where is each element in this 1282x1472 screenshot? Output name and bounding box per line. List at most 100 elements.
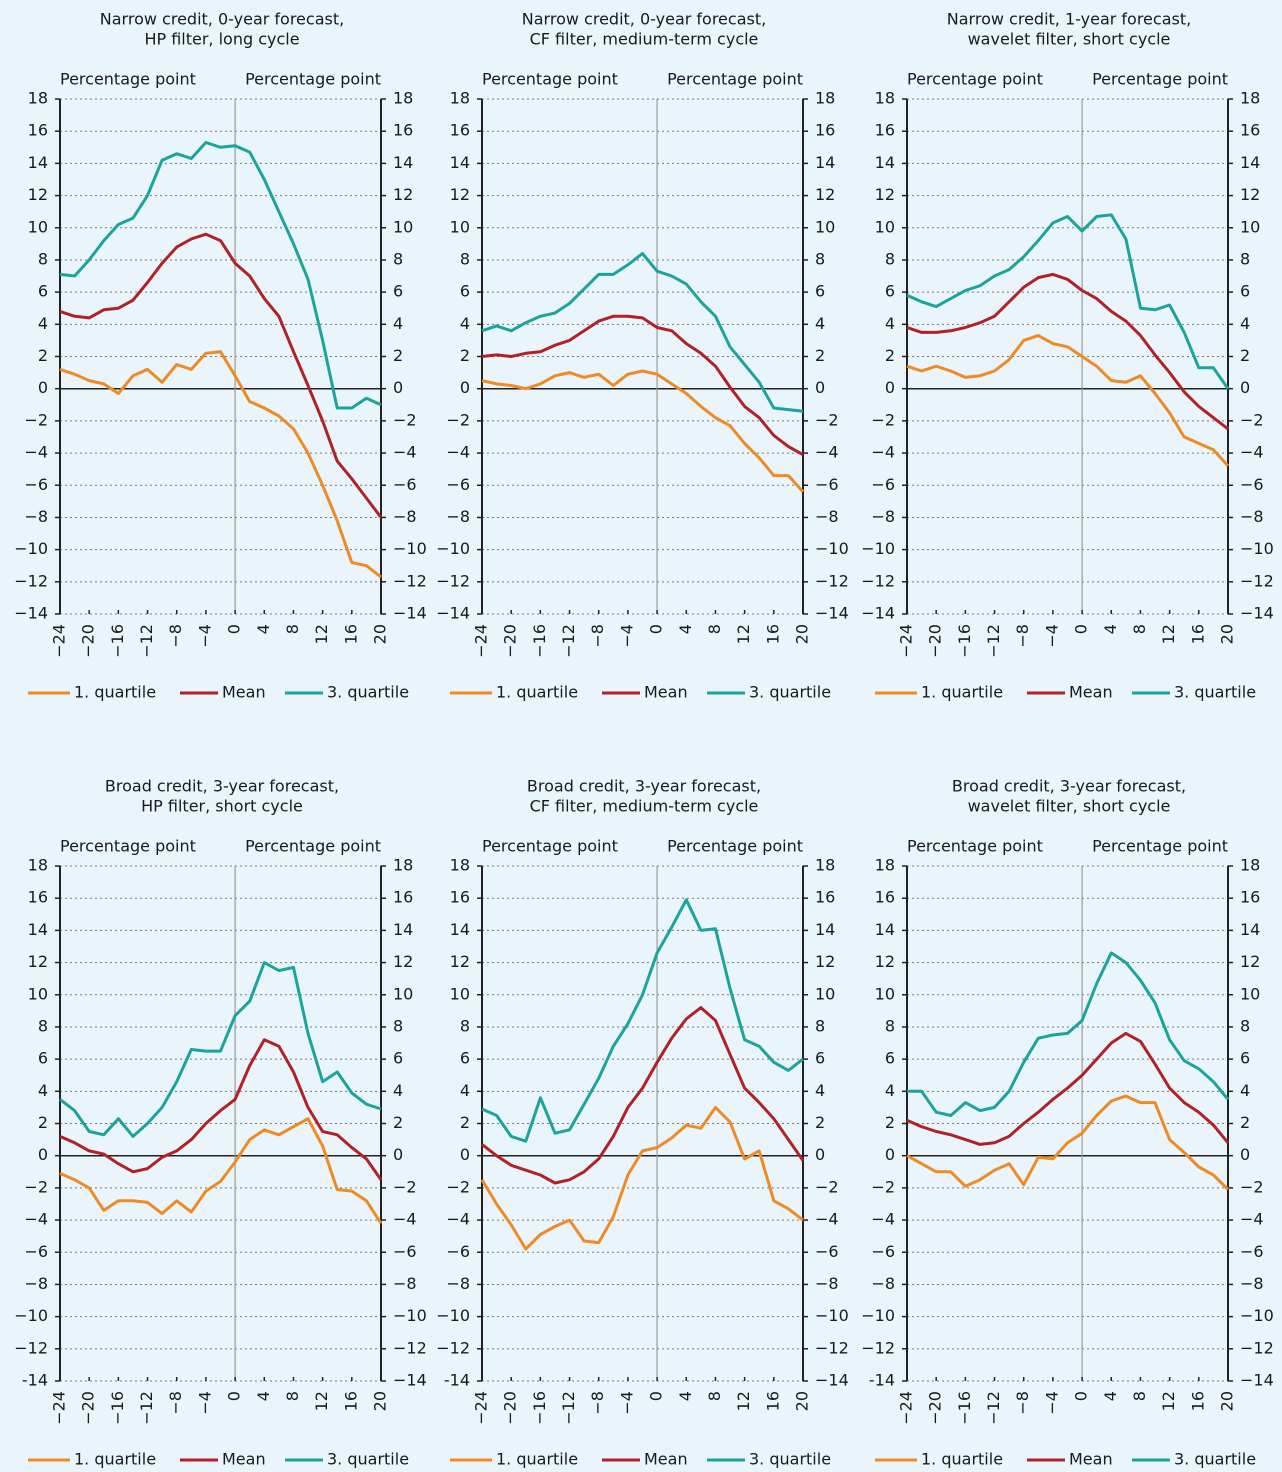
- series-line: [906, 1094, 1230, 1191]
- y-tick-label: −14: [861, 604, 895, 623]
- x-tick-label: −20: [79, 624, 98, 658]
- x-tick-label: −24: [897, 624, 916, 658]
- y-axis-label: Percentage point: [60, 70, 196, 89]
- x-tick-label: 12: [1159, 1391, 1178, 1411]
- x-tick-label: −12: [137, 1391, 156, 1425]
- y2-tick-label: −2: [815, 1177, 839, 1196]
- y2-tick-label: −12: [393, 571, 427, 590]
- y2-tick-label: 10: [393, 984, 413, 1003]
- series-line: [481, 369, 805, 493]
- y2-tick-label: 14: [815, 920, 835, 939]
- y-tick-label: 4: [460, 314, 470, 333]
- x-tick-label: 0: [225, 624, 244, 634]
- x-tick-label: 20: [1218, 624, 1237, 644]
- y2-tick-label: 16: [1240, 121, 1260, 140]
- y2-tick-label: 14: [1240, 153, 1260, 172]
- y2-tick-label: 18: [1240, 89, 1260, 108]
- x-tick-label: 4: [676, 1391, 695, 1401]
- y2-tick-label: −4: [1240, 443, 1264, 462]
- x-tick-label: 8: [1130, 624, 1149, 634]
- x-tick-label: −24: [897, 1391, 916, 1425]
- y2-tick-label: 16: [393, 121, 413, 140]
- y2-tick-label: 18: [393, 89, 413, 108]
- x-tick-label: 4: [1101, 1391, 1120, 1401]
- y2-tick-label: −4: [1240, 1210, 1264, 1229]
- y-tick-label: -14: [444, 1371, 470, 1390]
- x-tick-label: 0: [1072, 1391, 1091, 1401]
- x-tick-label: −20: [926, 624, 945, 658]
- y2-tick-label: −6: [815, 1242, 839, 1261]
- y-tick-label: −12: [14, 1338, 48, 1357]
- y-tick-label: 2: [885, 346, 895, 365]
- y-tick-label: 8: [38, 249, 48, 268]
- y2-tick-label: −6: [393, 1242, 417, 1261]
- chart-title: Broad credit, 3-year forecast,: [527, 777, 761, 796]
- y2-tick-label: 2: [815, 1113, 825, 1132]
- y-tick-label: 10: [875, 984, 895, 1003]
- y-tick-label: −10: [436, 1306, 470, 1325]
- y-tick-label: 6: [460, 282, 470, 301]
- y2-tick-label: 18: [815, 856, 835, 875]
- y-tick-label: 6: [885, 282, 895, 301]
- y2-tick-label: −12: [815, 1338, 849, 1357]
- y2-tick-label: 12: [1240, 185, 1260, 204]
- series-line: [481, 314, 804, 457]
- y2-tick-label: 2: [1240, 346, 1250, 365]
- y-tick-label: -14: [22, 1371, 48, 1390]
- y-tick-label: 12: [875, 185, 895, 204]
- x-tick-label: 0: [1072, 624, 1091, 634]
- y2-tick-label: −12: [1240, 571, 1274, 590]
- y-tick-label: −12: [436, 571, 470, 590]
- y-tick-label: −4: [446, 443, 470, 462]
- y-tick-label: −2: [446, 1177, 470, 1196]
- y-tick-label: −2: [871, 410, 895, 429]
- y-tick-label: −4: [871, 1210, 895, 1229]
- y2-tick-label: −10: [393, 539, 427, 558]
- y2-tick-label: 12: [393, 952, 413, 971]
- y-tick-label: 18: [450, 89, 470, 108]
- x-tick-label: −8: [588, 1391, 607, 1415]
- y2-tick-label: −8: [393, 1274, 417, 1293]
- y-axis-label: Percentage point: [482, 70, 618, 89]
- y2-tick-label: 4: [815, 314, 825, 333]
- y-tick-label: 2: [38, 1113, 48, 1132]
- y-tick-label: 14: [450, 920, 470, 939]
- y-tick-label: 10: [28, 984, 48, 1003]
- y2-tick-label: −8: [815, 507, 839, 526]
- y2-tick-label: 0: [1240, 1145, 1250, 1164]
- x-tick-label: −8: [1013, 1391, 1032, 1415]
- y-tick-label: 4: [460, 1081, 470, 1100]
- x-tick-label: 0: [647, 1391, 666, 1401]
- y2-tick-label: 10: [393, 217, 413, 236]
- y2-tick-label: 8: [1240, 249, 1250, 268]
- y2-axis-label: Percentage point: [1092, 70, 1228, 89]
- series-line: [481, 1006, 805, 1185]
- y2-tick-label: −10: [1240, 539, 1274, 558]
- y-axis-label: Percentage point: [907, 837, 1043, 856]
- series-line: [59, 961, 382, 1138]
- y-tick-label: 2: [38, 346, 48, 365]
- y2-tick-label: 10: [1240, 217, 1260, 236]
- y2-tick-label: 10: [815, 217, 835, 236]
- y2-tick-label: −12: [1240, 1338, 1274, 1357]
- chart-title: Narrow credit, 1-year forecast,: [947, 10, 1191, 29]
- x-tick-label: −16: [530, 624, 549, 658]
- x-tick-label: −24: [50, 624, 69, 658]
- y-tick-label: 12: [28, 952, 48, 971]
- y2-tick-label: 6: [393, 1049, 403, 1068]
- y2-tick-label: −4: [393, 1210, 417, 1229]
- x-tick-label: −16: [108, 624, 127, 658]
- x-tick-label: −12: [559, 1391, 578, 1425]
- chart-title: wavelet filter, short cycle: [968, 30, 1171, 49]
- x-tick-label: −20: [926, 1391, 945, 1425]
- x-tick-label: 4: [1101, 624, 1120, 634]
- x-tick-label: −16: [955, 624, 974, 658]
- x-tick-label: −8: [588, 624, 607, 648]
- x-tick-label: −4: [617, 1391, 636, 1415]
- y2-tick-label: 2: [393, 346, 403, 365]
- y-tick-label: −6: [871, 475, 895, 494]
- y-tick-label: 14: [450, 153, 470, 172]
- y2-axis-label: Percentage point: [1092, 837, 1228, 856]
- y2-tick-label: −8: [815, 1274, 839, 1293]
